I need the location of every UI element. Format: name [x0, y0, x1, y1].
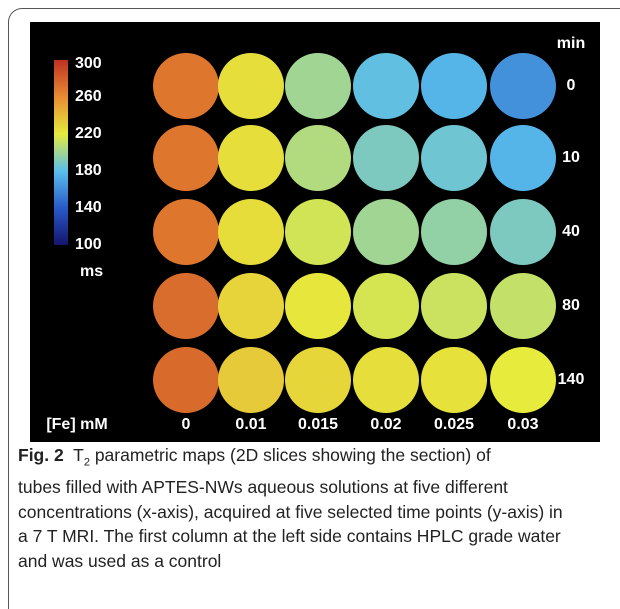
- row-header: min: [557, 35, 585, 52]
- row-label: 10: [562, 149, 580, 166]
- t2-map: [353, 199, 419, 265]
- caption: Fig. 2 T2 parametric maps (2D slices sho…: [18, 443, 563, 573]
- colorbar-tick-label: 180: [75, 162, 102, 179]
- subscript: 2: [84, 457, 90, 469]
- row-label: 0: [567, 77, 576, 94]
- column-label: 0.02: [370, 416, 401, 433]
- t2-map: [353, 347, 419, 413]
- t2-map: [218, 199, 284, 265]
- caption-line: and was used as a control: [18, 549, 563, 574]
- t2-map: [285, 347, 351, 413]
- colorbar-unit: ms: [80, 263, 103, 280]
- t2-map: [218, 53, 284, 119]
- caption-line: tubes filled with APTES-NWs aqueous solu…: [18, 475, 563, 500]
- t2-map: [353, 273, 419, 339]
- t2-map: [285, 273, 351, 339]
- t2-map: [218, 347, 284, 413]
- t2-map: [353, 53, 419, 119]
- t2-map: [490, 53, 556, 119]
- figure-label: Fig. 2: [18, 445, 64, 465]
- page: 300 260 220 180 140 100 ms min 0 10 40 80 140 [Fe] mM…: [0, 0, 620, 578]
- caption-line: a 7 T MRI. The first column at the left …: [18, 524, 563, 549]
- row-label: 40: [562, 223, 580, 240]
- caption-text: parametric maps (2D slices showing the s…: [95, 445, 491, 465]
- t2-map: [153, 347, 219, 413]
- t2-map: [490, 347, 556, 413]
- column-label: 0.01: [235, 416, 266, 433]
- t2-map: [153, 53, 219, 119]
- t2-map: [421, 125, 487, 191]
- colorbar-tick-label: 300: [75, 55, 102, 72]
- colorbar: [54, 60, 68, 245]
- column-label: 0: [182, 416, 191, 433]
- t2-map: [285, 125, 351, 191]
- t2-map: [490, 199, 556, 265]
- column-label: 0.025: [434, 416, 474, 433]
- t2-map: [218, 273, 284, 339]
- colorbar-tick-label: 100: [75, 236, 102, 253]
- row-label: 80: [562, 297, 580, 314]
- t2-map: [285, 199, 351, 265]
- t2-map: [490, 125, 556, 191]
- column-header: [Fe] mM: [46, 416, 107, 433]
- t2-map: [353, 125, 419, 191]
- t2-map: [153, 273, 219, 339]
- colorbar-tick-label: 220: [75, 125, 102, 142]
- t2-map: [421, 273, 487, 339]
- t2-map: [421, 347, 487, 413]
- colorbar-tick-label: 140: [75, 199, 102, 216]
- t2-map: [153, 125, 219, 191]
- colorbar-tick-label: 260: [75, 88, 102, 105]
- caption-line: Fig. 2 T2 parametric maps (2D slices sho…: [18, 443, 563, 475]
- caption-line: concentrations (x-axis), acquired at fiv…: [18, 500, 563, 525]
- column-label: 0.03: [507, 416, 538, 433]
- t2-map: [421, 199, 487, 265]
- column-label: 0.015: [298, 416, 338, 433]
- figure-image: 300 260 220 180 140 100 ms min 0 10 40 80 140 [Fe] mM…: [0, 0, 620, 445]
- t2-map: [153, 199, 219, 265]
- t2-map: [218, 125, 284, 191]
- t2-map: [490, 273, 556, 339]
- symbol: T: [73, 445, 84, 465]
- row-label: 140: [558, 371, 585, 388]
- t2-map: [421, 53, 487, 119]
- t2-map: [285, 53, 351, 119]
